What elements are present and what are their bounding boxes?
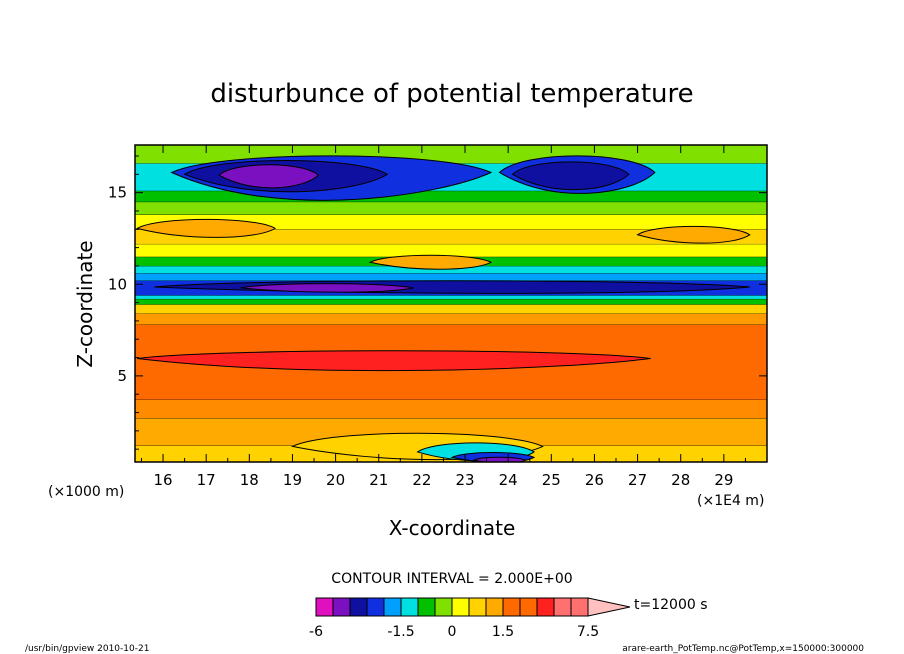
- x-tick-label: 24: [499, 471, 518, 489]
- contour-interval-label: CONTOUR INTERVAL = 2.000E+00: [331, 571, 572, 587]
- colorbar-tick-label: -1.5: [387, 624, 414, 640]
- x-tick-label: 29: [714, 471, 733, 489]
- x-tick-label: 18: [240, 471, 259, 489]
- colorbar-swatch-10: [485, 597, 504, 617]
- chart-title: disturbunce of potential temperature: [210, 79, 693, 109]
- plot-frame: [134, 144, 768, 463]
- x-tick-label: 26: [585, 471, 604, 489]
- x-tick-label: 28: [671, 471, 690, 489]
- colorbar-swatch-4: [383, 597, 402, 617]
- y-axis: 5 10 15: [108, 155, 767, 450]
- colorbar-swatch-11: [502, 597, 521, 617]
- colorbar-arrow: [587, 597, 631, 617]
- colorbar-swatch-6: [417, 597, 436, 617]
- y-unit-note: (×1000 m): [48, 484, 124, 500]
- contour-feature-0: [137, 350, 651, 372]
- contour-feature-9: [368, 254, 492, 270]
- contour-feature-6: [240, 283, 414, 293]
- x-tick-label: 20: [326, 471, 345, 489]
- colorbar-swatch-2: [349, 597, 368, 617]
- band-16: [135, 190, 767, 202]
- colorbar-swatch-1: [332, 597, 351, 617]
- band-5: [135, 304, 767, 314]
- band-13: [135, 229, 767, 244]
- time-label: t=12000 s: [634, 597, 708, 613]
- band-9: [135, 273, 767, 281]
- x-axis-label: X-coordinate: [389, 516, 516, 540]
- colorbar-tick-label: 0: [448, 624, 457, 640]
- y-tick-label: 10: [108, 275, 127, 293]
- colorbar-swatch-0: [315, 597, 334, 617]
- band-4: [135, 313, 767, 325]
- band-12: [135, 243, 767, 257]
- contour-features: [135, 155, 751, 462]
- colorbar-tick-label: 1.5: [492, 624, 514, 640]
- contour-feature-14: [511, 161, 630, 191]
- x-tick-label: 19: [283, 471, 302, 489]
- colorbar: [315, 597, 631, 617]
- colorbar-tick-label: 7.5: [577, 624, 599, 640]
- plot-area: [135, 145, 767, 462]
- colorbar-tick-label: -6: [309, 624, 323, 640]
- x-tick-label: 27: [628, 471, 647, 489]
- contour-feature-12: [218, 164, 320, 189]
- colorbar-swatch-7: [434, 597, 453, 617]
- contour-feature-8: [636, 225, 751, 244]
- band-6: [135, 298, 767, 305]
- colorbar-ticks: -6 -1.5 0 1.5 7.5: [309, 624, 599, 640]
- colorbar-swatch-12: [519, 597, 538, 617]
- y-tick-label: 5: [117, 367, 127, 385]
- colorbar-swatch-3: [366, 597, 385, 617]
- colorbar-swatch-5: [400, 597, 419, 617]
- colorbar-swatch-14: [553, 597, 572, 617]
- colorbar-swatch-8: [451, 597, 470, 617]
- x-axis: 16 17 18 19 20 21 22 23 24 25 26 27 28 29: [140, 145, 746, 489]
- band-10: [135, 265, 767, 274]
- x-tick-label: 25: [542, 471, 561, 489]
- colorbar-swatch-last: [570, 597, 589, 617]
- band-15: [135, 201, 767, 215]
- y-tick-label: 15: [108, 184, 127, 202]
- contour-feature-7: [135, 218, 277, 238]
- colorbar-swatch-9: [468, 597, 487, 617]
- footer-left: /usr/bin/gpview 2010-10-21: [25, 644, 149, 654]
- y-axis-label: Z-coordinate: [73, 240, 97, 367]
- band-2: [135, 399, 767, 419]
- colorbar-swatch-13: [536, 597, 555, 617]
- x-tick-label: 22: [412, 471, 431, 489]
- footer-right: arare-earth_PotTemp.nc@PotTemp,x=150000:…: [622, 644, 864, 654]
- x-tick-label: 21: [369, 471, 388, 489]
- background-bands: [135, 145, 767, 462]
- x-tick-label: 23: [455, 471, 474, 489]
- band-7: [135, 295, 767, 299]
- x-tick-label: 16: [153, 471, 172, 489]
- x-unit-note: (×1E4 m): [697, 493, 764, 509]
- band-14: [135, 214, 767, 230]
- x-tick-label: 17: [197, 471, 216, 489]
